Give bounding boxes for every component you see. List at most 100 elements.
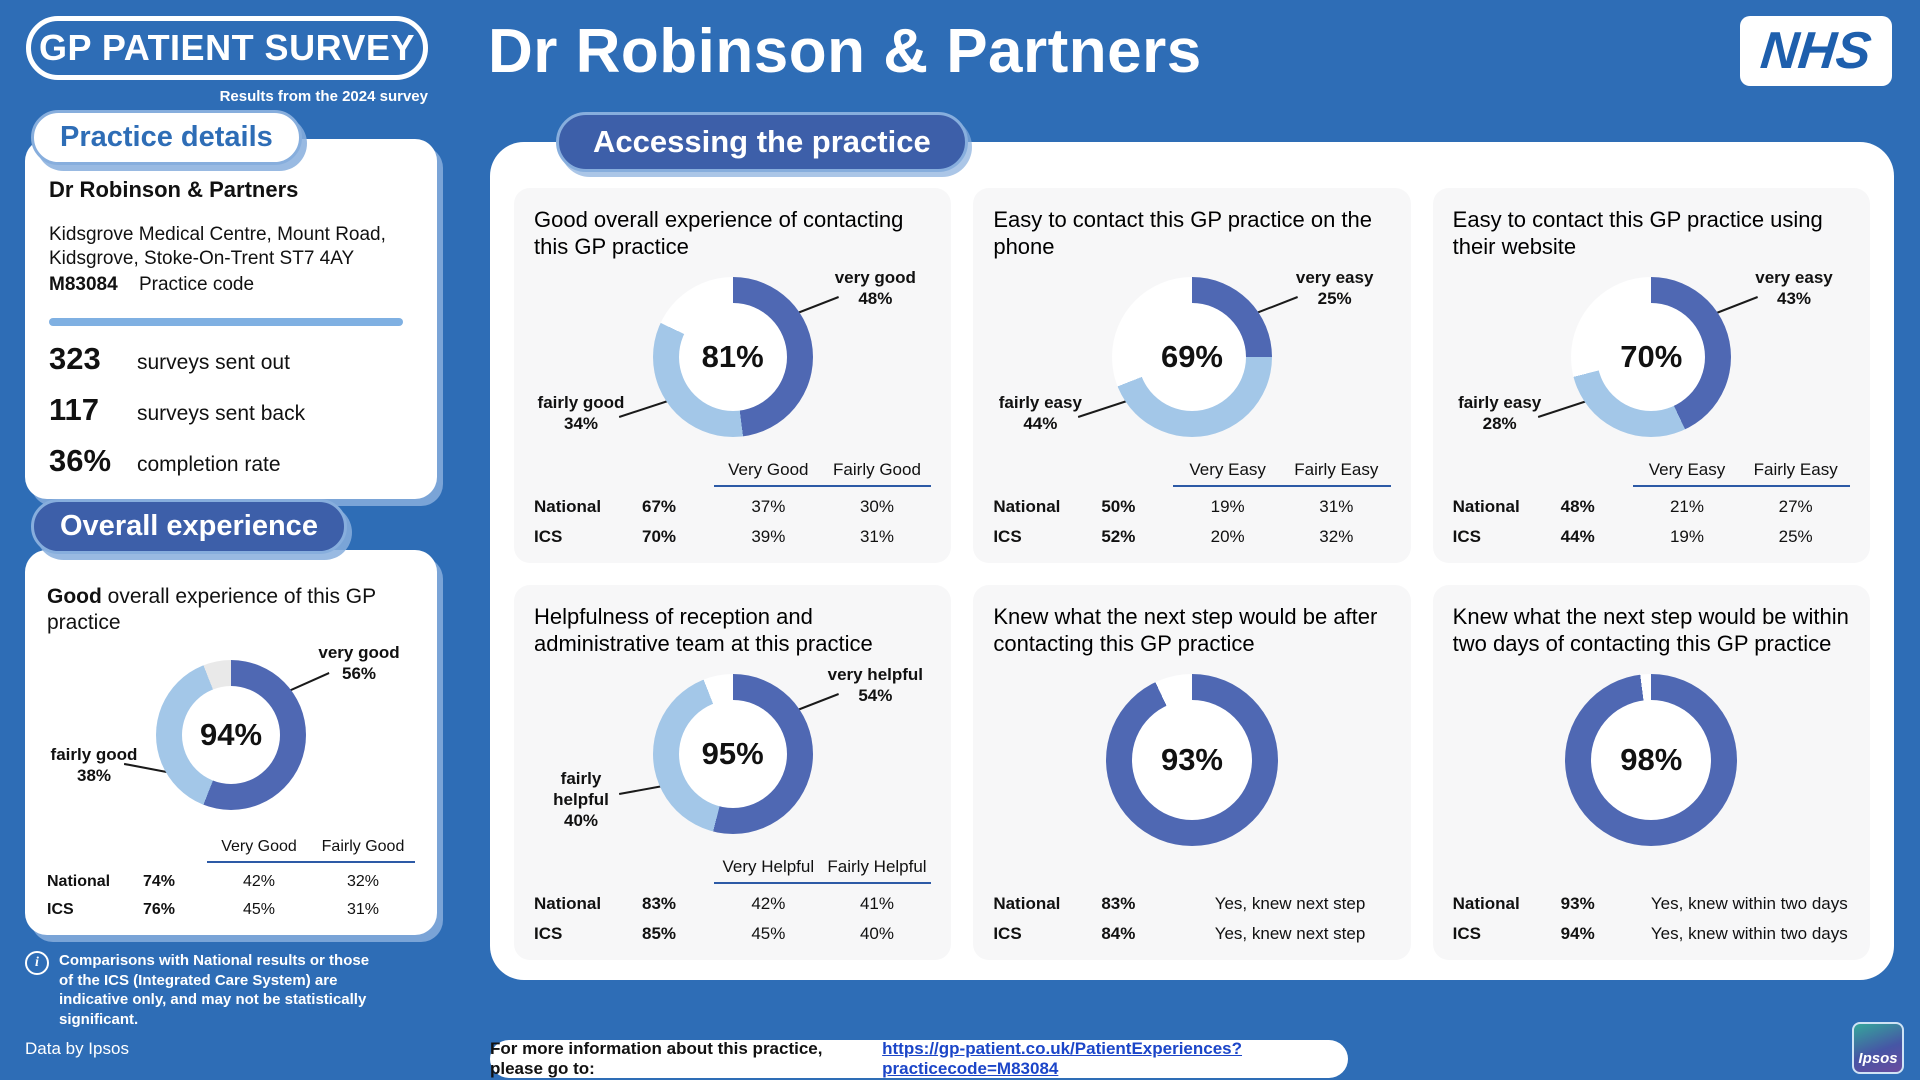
footer-text: For more information about this practice… bbox=[490, 1039, 823, 1078]
callout-value: 40% bbox=[563, 811, 599, 831]
table-spacer bbox=[143, 838, 207, 863]
cell-value: 42% bbox=[751, 894, 786, 913]
column-header: Very Easy bbox=[1632, 460, 1742, 487]
row-label: ICS bbox=[1452, 527, 1481, 546]
row-label: National bbox=[1452, 894, 1520, 913]
column-header: Fairly Helpful bbox=[822, 857, 932, 884]
donut-center: 93% bbox=[1131, 699, 1252, 820]
callout-very-easy: very easy 25% bbox=[1279, 267, 1391, 310]
card-title: Knew what the next step would be after c… bbox=[993, 604, 1378, 657]
callout-very-helpful: very helpful 54% bbox=[819, 664, 931, 707]
cell-answer: Yes, knew next step bbox=[1214, 894, 1366, 913]
donut-center: 81% bbox=[678, 302, 787, 411]
row-total: 50% bbox=[1101, 497, 1136, 516]
comparison-table: Very Easy Fairly Easy National 50% 19% 3… bbox=[993, 460, 1391, 547]
card-title: Easy to contact this GP practice on the … bbox=[993, 207, 1373, 260]
cell-value: 31% bbox=[859, 527, 894, 546]
row-total: 67% bbox=[642, 497, 677, 516]
gp-patient-survey-logo: GP PATIENT SURVEY bbox=[26, 16, 428, 80]
callout-fairly-easy: fairly easy 44% bbox=[993, 392, 1087, 435]
cell-value: 20% bbox=[1210, 527, 1245, 546]
cell-value: 31% bbox=[346, 901, 380, 919]
table-spacer bbox=[1453, 460, 1561, 487]
column-header: Very Helpful bbox=[714, 857, 823, 884]
row-total: 84% bbox=[1101, 924, 1136, 943]
donut-chart-area: 70% very easy 43% fairly easy 28% bbox=[1453, 267, 1850, 447]
headline-percentage: 81% bbox=[701, 338, 764, 374]
row-label: National bbox=[993, 497, 1061, 516]
chart-title-bold: Good bbox=[47, 584, 102, 608]
card-next-step-two-days: Knew what the next step would be within … bbox=[1432, 585, 1870, 960]
column-header: Very Easy bbox=[1173, 460, 1282, 487]
cell-answer: Yes, knew within two days bbox=[1650, 894, 1848, 913]
card-title: Easy to contact this GP practice using t… bbox=[1452, 207, 1823, 260]
column-header: Fairly Easy bbox=[1281, 460, 1391, 487]
headline-percentage: 69% bbox=[1160, 338, 1223, 374]
headline-percentage: 94% bbox=[199, 717, 263, 753]
table-spacer bbox=[642, 857, 714, 884]
row-label: ICS bbox=[534, 527, 563, 546]
row-total: 52% bbox=[1101, 527, 1136, 546]
headline-percentage: 93% bbox=[1160, 741, 1223, 777]
cell-value: 41% bbox=[859, 894, 894, 913]
callout-fairly-good: fairly good 38% bbox=[47, 744, 141, 787]
callout-label: fairly helpful bbox=[553, 768, 609, 810]
callout-very-easy: very easy 43% bbox=[1738, 267, 1850, 310]
practice-code-label: Practice code bbox=[138, 273, 255, 295]
stat-surveys-sent-back: 117 surveys sent back bbox=[49, 392, 413, 428]
callout-label: very easy bbox=[1755, 267, 1833, 287]
callout-value: 43% bbox=[1776, 288, 1812, 308]
column-header: Fairly Good bbox=[311, 838, 415, 864]
cell-value: 30% bbox=[859, 497, 894, 516]
donut-chart-area: 69% very easy 25% fairly easy 44% bbox=[993, 267, 1390, 447]
table-spacer bbox=[534, 857, 642, 884]
cell-value: 40% bbox=[859, 924, 894, 943]
row-total: 85% bbox=[642, 924, 677, 943]
donut-chart-area: 98% bbox=[1453, 664, 1850, 856]
stat-value: 36% bbox=[49, 442, 112, 478]
donut-center: 95% bbox=[678, 699, 787, 808]
stat-label: completion rate bbox=[137, 452, 281, 476]
donut-center: 70% bbox=[1597, 302, 1706, 411]
cell-value: 45% bbox=[242, 901, 276, 919]
gp-logo-text: GP PATIENT SURVEY bbox=[39, 27, 415, 68]
headline-percentage: 98% bbox=[1620, 741, 1683, 777]
row-total: 94% bbox=[1560, 924, 1595, 943]
donut-chart-area: 95% very helpful 54% fairly helpful 40% bbox=[534, 664, 931, 844]
callout-label: fairly easy bbox=[998, 393, 1082, 413]
callout-fairly-easy: fairly easy 28% bbox=[1453, 392, 1547, 435]
donut-chart-area: 94% very good 56% fairly good 38% bbox=[47, 642, 415, 828]
row-total: 74% bbox=[143, 873, 176, 891]
callout-very-good: very good 48% bbox=[819, 267, 931, 310]
row-label: ICS bbox=[534, 924, 563, 943]
column-header: Very Good bbox=[714, 460, 823, 487]
cards-grid: Good overall experience of contacting th… bbox=[514, 188, 1870, 960]
table-spacer bbox=[993, 460, 1101, 487]
footer-info-bar: For more information about this practice… bbox=[490, 1039, 1348, 1078]
stat-surveys-sent-out: 323 surveys sent out bbox=[49, 341, 413, 377]
table-spacer bbox=[47, 838, 143, 863]
row-total: 83% bbox=[642, 894, 677, 913]
donut: 93% bbox=[1105, 673, 1278, 846]
cell-value: 45% bbox=[751, 924, 786, 943]
survey-year-note: Results from the 2024 survey bbox=[219, 88, 428, 105]
practice-code-value: M83084 bbox=[49, 273, 118, 295]
cell-value: 25% bbox=[1778, 527, 1813, 546]
cell-value: 37% bbox=[751, 497, 786, 516]
cell-value: 42% bbox=[242, 873, 276, 891]
headline-percentage: 70% bbox=[1620, 338, 1683, 374]
callout-label: very easy bbox=[1295, 267, 1374, 287]
comparison-table: Very Helpful Fairly Helpful National 83%… bbox=[534, 857, 932, 944]
info-icon: i bbox=[25, 951, 49, 976]
stat-value: 323 bbox=[49, 340, 101, 376]
callout-value: 34% bbox=[563, 414, 599, 434]
callout-very-good: very good 56% bbox=[303, 642, 415, 685]
overall-experience-heading: Overall experience bbox=[31, 498, 347, 554]
row-total: 70% bbox=[642, 527, 677, 546]
donut: 98% bbox=[1565, 673, 1738, 846]
row-total: 44% bbox=[1560, 527, 1595, 546]
practice-info-link[interactable]: https://gp-patient.co.uk/PatientExperien… bbox=[882, 1039, 1243, 1078]
table-spacer bbox=[642, 460, 714, 487]
callout-label: fairly good bbox=[50, 744, 138, 764]
row-label: National bbox=[47, 873, 111, 891]
